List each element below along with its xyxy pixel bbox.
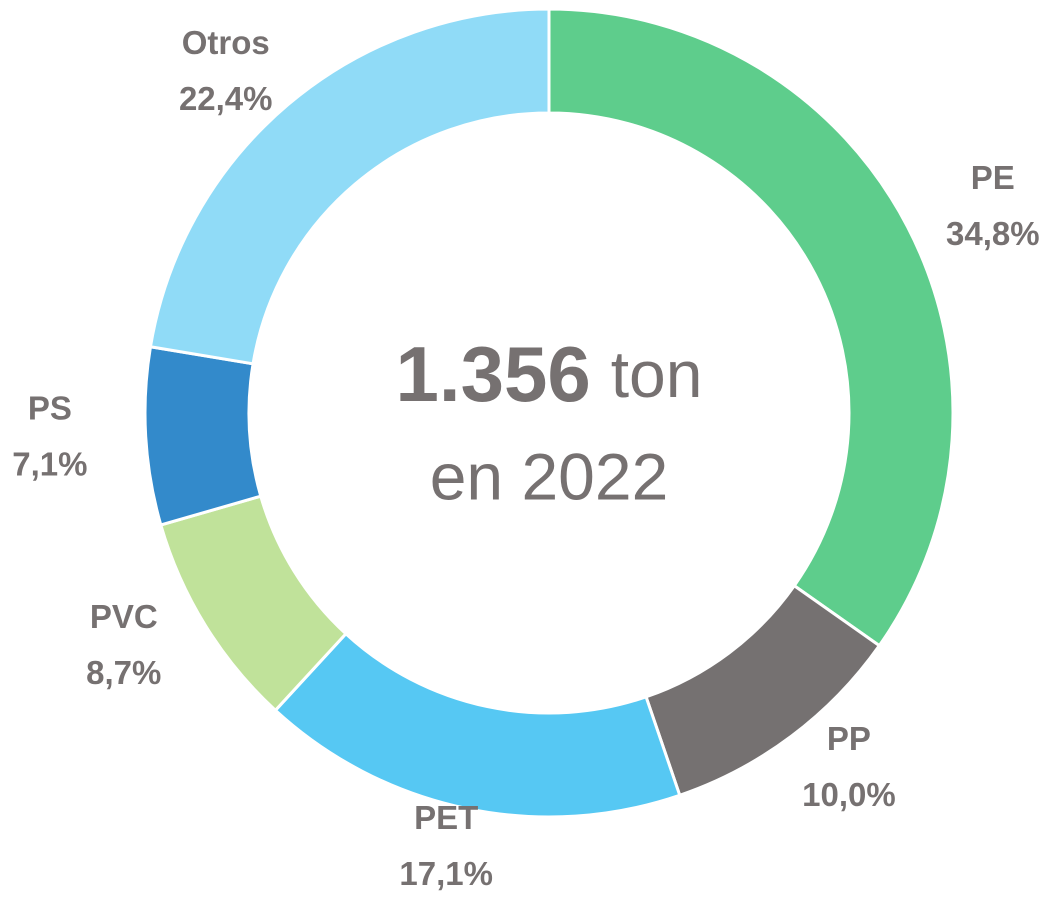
slice-value-label: 22,4% bbox=[179, 80, 273, 117]
slice-label: PS bbox=[28, 390, 72, 427]
center-unit: ton bbox=[611, 337, 703, 411]
center-subtitle: en 2022 bbox=[430, 439, 669, 513]
slice-label: PE bbox=[971, 159, 1015, 196]
slice bbox=[148, 7, 551, 366]
slice bbox=[547, 7, 955, 648]
slice-label: PVC bbox=[90, 598, 158, 635]
slice-value-label: 7,1% bbox=[12, 446, 87, 483]
slice-label: PP bbox=[827, 720, 871, 757]
slice-label: PET bbox=[414, 799, 478, 836]
slice-value-label: 17,1% bbox=[399, 855, 493, 892]
slice-value-label: 34,8% bbox=[946, 215, 1040, 252]
center-number: 1.356 bbox=[396, 330, 591, 418]
slice bbox=[143, 345, 263, 527]
center-total: 1.356 ton bbox=[396, 330, 703, 418]
slice-value-label: 10,0% bbox=[802, 776, 896, 813]
slice bbox=[273, 631, 682, 819]
slice-label: Otros bbox=[182, 24, 270, 61]
slice-value-label: 8,7% bbox=[86, 654, 161, 691]
